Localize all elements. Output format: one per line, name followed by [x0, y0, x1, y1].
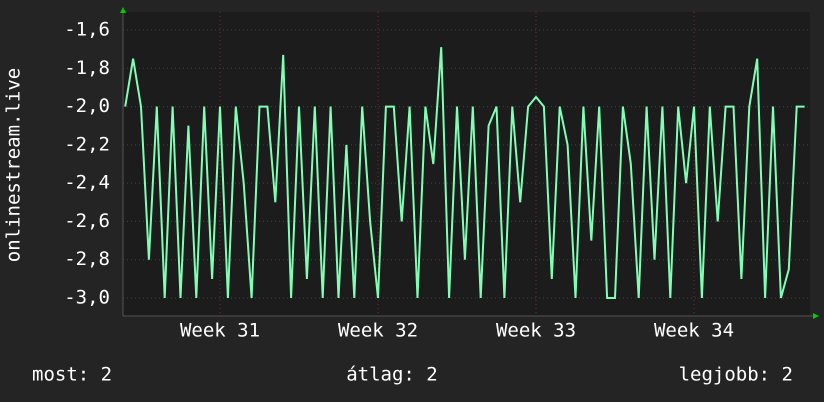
marks [124, 47, 805, 299]
x-arrow [813, 313, 819, 319]
y-tick-label: -2,6 [64, 210, 110, 232]
stat-max: legjobb: 2 [679, 364, 793, 386]
x-tick-label: Week 33 [496, 320, 576, 342]
y-tick-label: -2,2 [64, 133, 110, 155]
y-tick-label: -2,4 [64, 172, 110, 194]
y-tick-label: -1,8 [64, 57, 110, 79]
y-tick-label: -3,0 [64, 287, 110, 309]
x-tick-label: Week 31 [180, 320, 260, 342]
grid [123, 12, 810, 316]
x-tick-label: Week 34 [654, 320, 734, 342]
data-line [124, 47, 805, 299]
y-tick-label: -1,6 [64, 18, 110, 40]
x-tick-label: Week 32 [338, 320, 418, 342]
stat-average: átlag: 2 [346, 364, 438, 386]
y-tick-label: -2,8 [64, 248, 110, 270]
y-axis-label: onlinestream.live [3, 68, 25, 262]
y-tick-label: -2,0 [64, 95, 110, 117]
y-arrow [120, 7, 126, 13]
stat-now: most: 2 [32, 364, 112, 386]
